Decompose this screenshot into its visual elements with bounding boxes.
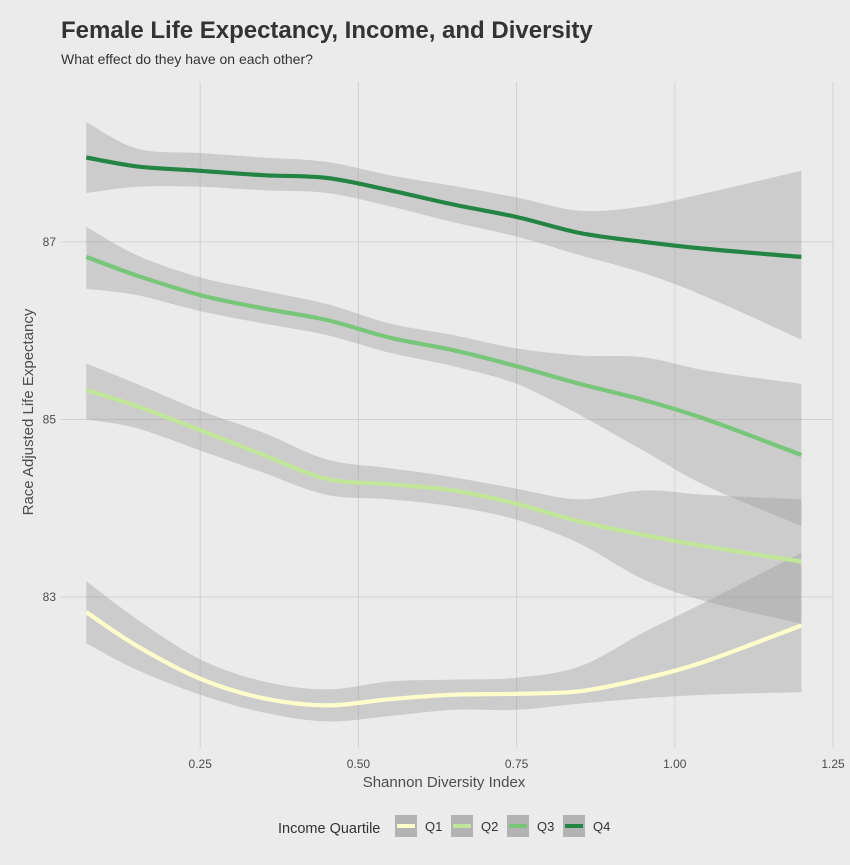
x-tick-label: 0.25 <box>189 757 213 771</box>
legend-items: Q1 Q2 Q3 Q4 <box>395 815 610 837</box>
chart-subtitle: What effect do they have on each other? <box>61 51 313 67</box>
x-tick-label: 0.75 <box>505 757 529 771</box>
series-line-q1 <box>85 610 803 708</box>
confidence-band-q2 <box>86 363 802 624</box>
gridlines <box>61 82 834 748</box>
y-axis-title: Race Adjusted Life Expectancy <box>20 308 37 515</box>
confidence-band-q3 <box>86 226 802 526</box>
x-tick-label: 0.50 <box>347 757 371 771</box>
legend-label-q2: Q2 <box>481 819 498 834</box>
legend-label-q3: Q3 <box>537 819 554 834</box>
chart-title: Female Life Expectancy, Income, and Dive… <box>61 17 593 44</box>
y-tick-label: 83 <box>43 590 57 604</box>
x-axis-ticks: 0.25 0.50 0.75 1.00 1.25 <box>189 757 845 771</box>
x-axis-title: Shannon Diversity Index <box>363 774 526 791</box>
legend-title: Income Quartile <box>278 821 380 837</box>
y-axis-ticks: 83 85 87 <box>43 235 57 604</box>
y-tick-label: 85 <box>43 412 57 426</box>
confidence-bands <box>86 122 802 722</box>
legend-label-q1: Q1 <box>425 819 442 834</box>
series-line-q4 <box>85 155 802 259</box>
confidence-band-q1 <box>86 552 802 722</box>
legend-label-q4: Q4 <box>593 819 610 834</box>
y-tick-label: 87 <box>43 235 57 249</box>
series-line-q2 <box>85 388 802 564</box>
x-tick-label: 1.25 <box>821 757 845 771</box>
legend: Income Quartile Q1 Q2 Q3 Q4 <box>278 815 610 837</box>
series-line-q3 <box>85 254 803 457</box>
x-tick-label: 1.00 <box>663 757 687 771</box>
series-lines <box>85 155 803 708</box>
plot-area <box>61 82 834 748</box>
